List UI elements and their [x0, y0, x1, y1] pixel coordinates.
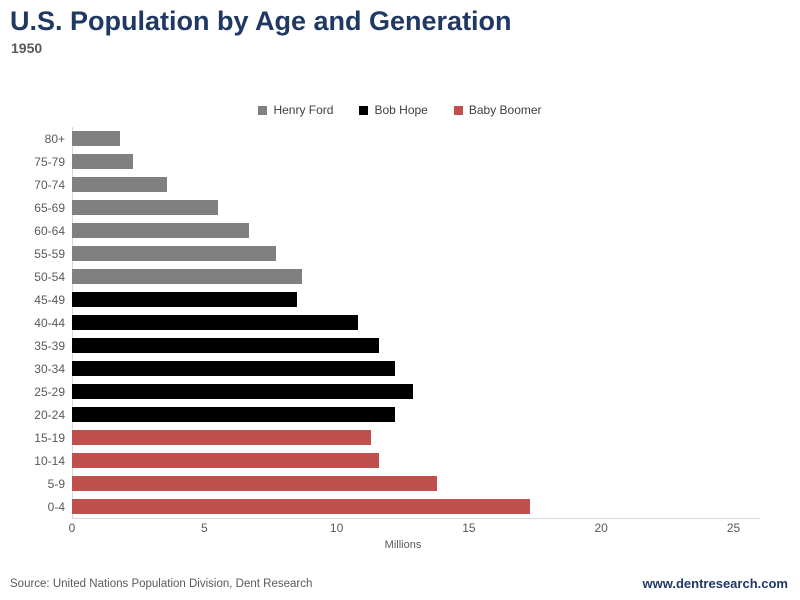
category-label: 30-34 [34, 361, 65, 376]
legend-label: Henry Ford [273, 103, 334, 117]
bar-henry-ford-70-74 [72, 177, 168, 192]
category-label: 75-79 [34, 154, 65, 169]
category-label: 45-49 [34, 292, 65, 307]
bar-row: 30-34 [0, 357, 800, 380]
bar-baby-boomer-0-4 [72, 499, 530, 514]
x-tick: 10 [329, 521, 344, 535]
category-label: 35-39 [34, 338, 65, 353]
bar-row: 50-54 [0, 265, 800, 288]
bar-row: 70-74 [0, 173, 800, 196]
category-label: 70-74 [34, 177, 65, 192]
category-label: 15-19 [34, 430, 65, 445]
bar-bob-hope-25-29 [72, 384, 414, 399]
legend-item-baby-boomer: Baby Boomer [453, 103, 542, 117]
legend-swatch-icon [453, 105, 463, 115]
bar-row: 75-79 [0, 150, 800, 173]
category-label: 55-59 [34, 246, 65, 261]
bar-row: 0-4 [0, 495, 800, 518]
bar-row: 65-69 [0, 196, 800, 219]
bar-row: 40-44 [0, 311, 800, 334]
category-label: 50-54 [34, 269, 65, 284]
bar-henry-ford-80plus [72, 131, 120, 146]
bar-row: 80+ [0, 127, 800, 150]
legend-item-bob-hope: Bob Hope [359, 103, 428, 117]
bar-row: 25-29 [0, 380, 800, 403]
bar-row: 35-39 [0, 334, 800, 357]
bar-henry-ford-75-79 [72, 154, 133, 169]
legend-label: Baby Boomer [468, 103, 542, 117]
website-link[interactable]: www.dentresearch.com [642, 576, 788, 591]
bar-row: 15-19 [0, 426, 800, 449]
legend: Henry Ford Bob Hope Baby Boomer [0, 103, 800, 117]
bar-row: 20-24 [0, 403, 800, 426]
x-tick: 0 [68, 521, 76, 535]
bar-bob-hope-30-34 [72, 361, 395, 376]
category-label: 5-9 [47, 476, 65, 491]
chart-subtitle-year: 1950 [11, 40, 43, 56]
bar-bob-hope-45-49 [72, 292, 297, 307]
category-label: 40-44 [34, 315, 65, 330]
bar-row: 5-9 [0, 472, 800, 495]
legend-swatch-icon [359, 105, 369, 115]
category-label: 60-64 [34, 223, 65, 238]
bar-row: 10-14 [0, 449, 800, 472]
bar-henry-ford-60-64 [72, 223, 250, 238]
category-label: 65-69 [34, 200, 65, 215]
x-axis-baseline [72, 518, 760, 519]
legend-label: Bob Hope [374, 103, 428, 117]
category-label: 80+ [44, 131, 65, 146]
bar-bob-hope-20-24 [72, 407, 395, 422]
x-tick: 15 [462, 521, 476, 535]
bar-row: 60-64 [0, 219, 800, 242]
bar-henry-ford-55-59 [72, 246, 276, 261]
category-label: 10-14 [34, 453, 65, 468]
bar-baby-boomer-10-14 [72, 453, 379, 468]
bar-henry-ford-50-54 [72, 269, 303, 284]
bar-henry-ford-65-69 [72, 200, 218, 215]
legend-swatch-icon [258, 105, 268, 115]
bar-baby-boomer-15-19 [72, 430, 371, 445]
source-credit: Source: United Nations Population Divisi… [10, 578, 313, 590]
category-label: 0-4 [47, 499, 65, 514]
category-label: 25-29 [34, 384, 65, 399]
category-label: 20-24 [34, 407, 65, 422]
x-tick: 20 [594, 521, 608, 535]
legend-item-henry-ford: Henry Ford [258, 103, 333, 117]
x-tick: 25 [726, 521, 741, 535]
x-tick: 5 [200, 521, 208, 535]
bar-bob-hope-40-44 [72, 315, 358, 330]
x-axis: 0 5 10 15 20 25 [0, 521, 800, 537]
bar-bob-hope-35-39 [72, 338, 379, 353]
chart-title: U.S. Population by Age and Generation [10, 6, 512, 36]
bar-baby-boomer-5-9 [72, 476, 438, 491]
bar-row: 55-59 [0, 242, 800, 265]
bar-chart: 80+ 75-79 70-74 65-69 60-64 55-59 50-54 45-49 40… [0, 127, 800, 518]
bar-row: 45-49 [0, 288, 800, 311]
x-axis-label: Millions [384, 539, 422, 551]
